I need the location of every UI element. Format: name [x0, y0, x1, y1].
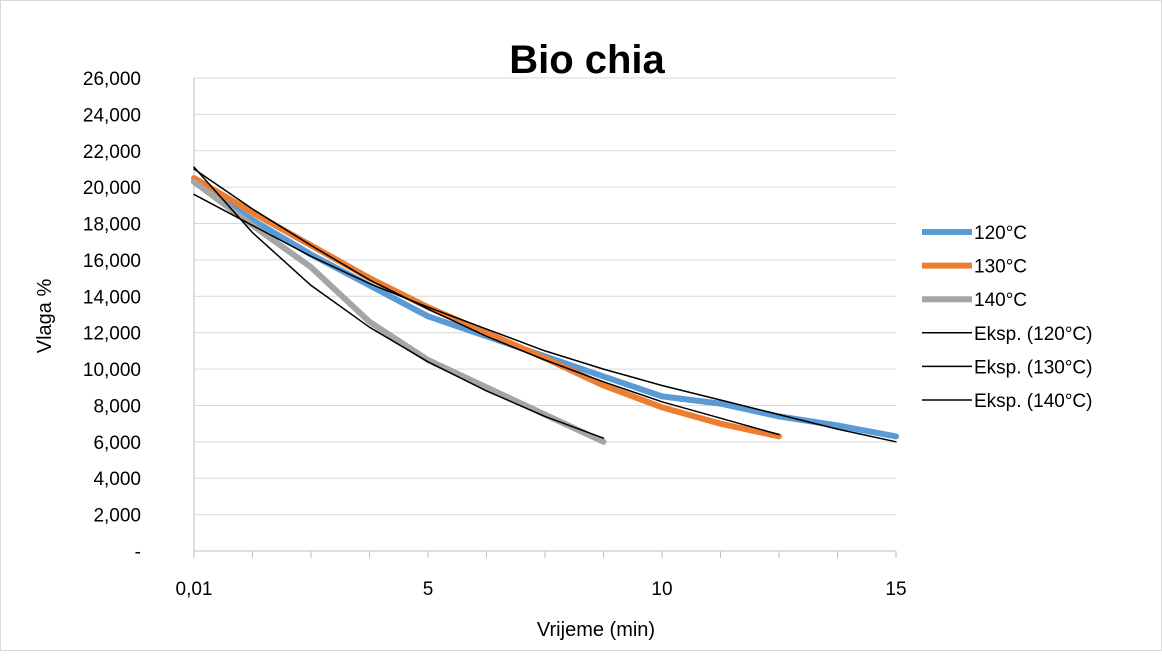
y-tick-label: 10,000: [83, 360, 141, 381]
legend-label-eksp-130-c: Eksp. (130°C): [974, 357, 1092, 378]
y-tick-label: 26,000: [83, 69, 141, 90]
series-line-eksp-120-c: [193, 193, 897, 443]
legend-label-eksp-120-c: Eksp. (120°C): [974, 324, 1092, 345]
chart-title: Bio chia: [509, 38, 665, 82]
y-tick-label: 6,000: [93, 433, 141, 454]
y-tick-labels: - 2,000 4,000 6,000 8,000 10,000 12,000 14,000 1…: [83, 69, 141, 563]
y-tick-label: 16,000: [83, 251, 141, 272]
y-tick-label: 8,000: [93, 396, 141, 417]
y-tick-label: -: [135, 542, 141, 563]
y-tick-label: 4,000: [93, 469, 141, 490]
legend-label-eksp-140-c: Eksp. (140°C): [974, 391, 1092, 412]
y-tick-label: 22,000: [83, 142, 141, 163]
x-tick-label: 0,01: [176, 579, 213, 600]
series-line-140-c: [191, 178, 607, 445]
y-tick-label: 18,000: [83, 215, 141, 236]
legend-label-130-c: 130°C: [974, 257, 1027, 278]
y-tick-label: 12,000: [83, 324, 141, 345]
x-tick-label: 10: [651, 579, 672, 600]
series-line-130-c: [191, 175, 782, 440]
axes: [193, 78, 897, 558]
x-tick-label: 15: [885, 579, 906, 600]
x-tick-label: 5: [423, 579, 434, 600]
y-axis-label: Vlaga %: [34, 279, 56, 354]
plot-series: [191, 166, 899, 445]
series-line-eksp-130-c: [193, 168, 780, 436]
gridlines: [194, 77, 896, 516]
x-axis-label: Vrijeme (min): [537, 619, 655, 641]
legend-label-140-c: 140°C: [974, 290, 1027, 311]
y-tick-label: 24,000: [83, 105, 141, 126]
legend: 120°C 130°C 140°C Eksp. (120°C) Eksp. (130°C…: [922, 223, 1092, 412]
y-tick-label: 14,000: [83, 287, 141, 308]
x-tick-labels: 0,01 5 10 15: [176, 579, 907, 600]
legend-label-120-c: 120°C: [974, 223, 1027, 244]
series-line-eksp-140-c: [193, 166, 605, 439]
y-tick-label: 20,000: [83, 178, 141, 199]
y-tick-label: 2,000: [93, 506, 141, 527]
